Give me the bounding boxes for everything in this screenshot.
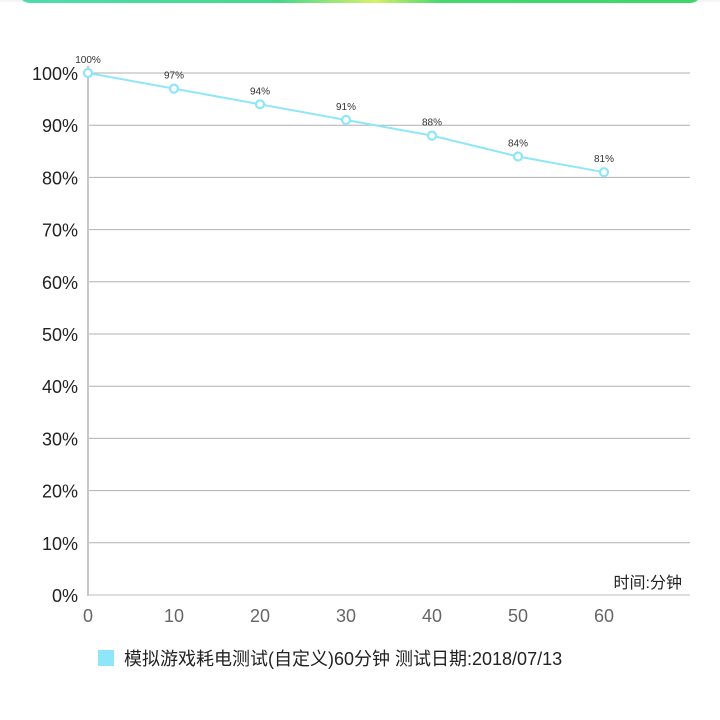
- x-axis-ticks: 0 10 20 30 40 50 60: [83, 606, 614, 626]
- data-label: 94%: [250, 86, 270, 97]
- legend-swatch: [98, 650, 114, 666]
- y-axis-ticks: 0% 10% 20% 30% 40% 50% 60% 70% 80% 90% 100%: [32, 64, 78, 606]
- y-tick-label: 90%: [42, 116, 78, 136]
- data-label: 81%: [594, 154, 614, 165]
- data-point: [82, 67, 94, 79]
- data-point: [340, 114, 352, 126]
- data-point: [254, 99, 266, 110]
- data-point: [598, 167, 610, 178]
- data-label: 91%: [336, 102, 356, 113]
- legend: 模拟游戏耗电测试(自定义)60分钟 测试日期:2018/07/13: [98, 645, 562, 671]
- x-tick-label: 10: [164, 606, 184, 626]
- y-tick-label: 20%: [42, 482, 78, 502]
- x-tick-label: 0: [83, 606, 93, 626]
- y-tick-label: 0%: [52, 586, 78, 606]
- x-tick-label: 60: [594, 606, 614, 626]
- header-gradient-bar: [18, 0, 702, 3]
- data-label: 97%: [164, 71, 184, 82]
- y-tick-label: 40%: [42, 377, 78, 397]
- battery-line-chart: 0% 10% 20% 30% 40% 50% 60% 70% 80% 90% 100% 0 10 20 3…: [32, 55, 690, 626]
- y-tick-label: 70%: [42, 221, 78, 241]
- data-label: 84%: [508, 139, 528, 150]
- data-label: 100%: [75, 55, 101, 66]
- data-point: [168, 83, 180, 94]
- x-tick-label: 50: [508, 606, 528, 626]
- gridlines: [88, 72, 690, 596]
- series-line: 100% 97% 94% 91% 88% 84% 81%: [75, 55, 614, 178]
- x-tick-label: 20: [250, 606, 270, 626]
- data-label: 88%: [422, 118, 442, 129]
- y-tick-label: 10%: [42, 534, 78, 554]
- x-axis-unit-label: 时间:分钟: [614, 574, 682, 592]
- legend-text: 模拟游戏耗电测试(自定义)60分钟 测试日期:2018/07/13: [124, 649, 563, 669]
- data-point: [426, 130, 438, 141]
- y-tick-label: 80%: [42, 168, 78, 188]
- y-tick-label: 60%: [42, 273, 78, 293]
- x-tick-label: 40: [422, 606, 442, 626]
- y-tick-label: 100%: [32, 64, 78, 84]
- y-tick-label: 50%: [42, 325, 78, 345]
- data-point: [512, 151, 524, 162]
- x-tick-label: 30: [336, 606, 356, 626]
- y-tick-label: 30%: [42, 429, 78, 449]
